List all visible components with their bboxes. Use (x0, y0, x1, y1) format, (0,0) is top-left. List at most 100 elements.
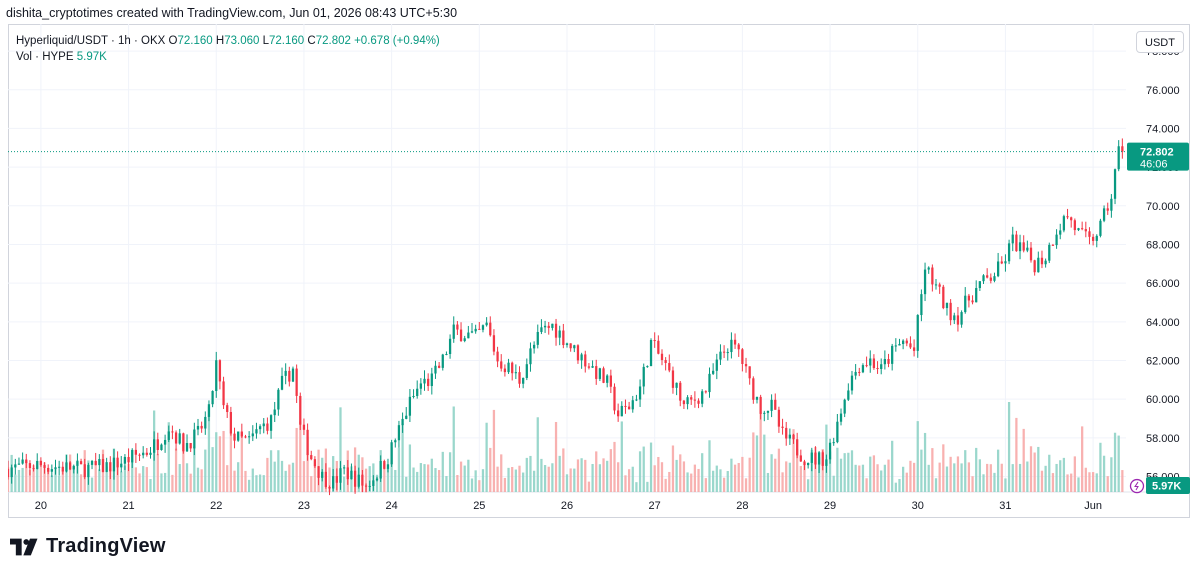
volume-bar (163, 472, 167, 492)
time-tick-label: 31 (999, 500, 1011, 512)
volume-bar (262, 475, 265, 492)
volume-bar (441, 451, 444, 492)
candle-body (744, 363, 748, 367)
volume-bar (752, 432, 755, 492)
candle-body (551, 323, 554, 328)
candle-body (61, 466, 64, 472)
candle-body (25, 459, 28, 464)
volume-bar (1048, 454, 1051, 492)
volume-bar (489, 447, 492, 492)
candle-body (978, 281, 981, 289)
tradingview-logo[interactable]: TradingView (10, 535, 166, 558)
candle-body (905, 340, 908, 344)
candle-body (591, 366, 594, 368)
candlestick-chart[interactable]: 56.00058.00060.00062.00064.00066.00068.0… (8, 24, 1190, 518)
candle-body (569, 343, 572, 349)
volume-bar (671, 445, 675, 492)
volume-bar (668, 471, 671, 492)
volume-bar (1059, 460, 1062, 492)
candle-body (412, 395, 415, 397)
candle-body (894, 345, 897, 347)
candle-body (547, 325, 550, 328)
candle-body (554, 323, 558, 338)
volume-bar (251, 468, 254, 492)
volume-bar (891, 440, 894, 492)
candle-body (1113, 169, 1117, 199)
candle-body (781, 426, 784, 428)
candle-body (492, 335, 496, 352)
volume-bar (182, 444, 185, 492)
candle-body (934, 284, 938, 286)
volume-bar (193, 446, 196, 492)
volume-bar (781, 472, 784, 492)
volume-bar (386, 468, 390, 492)
volume-bar (1113, 432, 1117, 492)
candle-body (525, 364, 528, 378)
candle-body (953, 315, 956, 321)
volume-bar (869, 456, 872, 492)
volume-bar (737, 462, 740, 492)
currency-button[interactable]: USDT (1136, 31, 1184, 53)
candle-body (887, 359, 890, 364)
candle-body (291, 368, 295, 382)
candle-body (836, 421, 839, 443)
candle-body (679, 382, 682, 401)
candle-body (94, 460, 97, 466)
candle-body (872, 358, 876, 369)
volume-bar (880, 470, 883, 492)
candle-body (1007, 243, 1011, 262)
time-tick-label: 30 (912, 500, 924, 512)
volume-bar (817, 457, 821, 492)
candle-body (258, 426, 262, 430)
candle-body (1088, 231, 1091, 237)
volume-bar (642, 446, 645, 492)
volume-bar (975, 447, 978, 492)
candle-body (397, 425, 401, 441)
candle-body (1033, 260, 1036, 273)
volume-bar (733, 464, 737, 492)
candle-body (255, 429, 258, 434)
candle-body (792, 434, 795, 440)
volume-bar (993, 472, 996, 492)
volume-bar (1037, 446, 1040, 492)
volume-bar (280, 460, 284, 492)
volume-bar (1062, 457, 1066, 492)
candle-body (543, 325, 547, 328)
price-tick-label: 76.000 (1146, 85, 1180, 97)
volume-bar (839, 458, 843, 492)
candle-body (825, 459, 828, 466)
volume-bar (1040, 470, 1044, 492)
candle-body (1081, 228, 1084, 230)
volume-bar (1081, 426, 1084, 492)
volume-bar (1029, 446, 1033, 492)
candle-body (956, 315, 960, 325)
volume-bar (657, 456, 660, 492)
candle-body (649, 340, 653, 367)
time-tick-label: 22 (210, 500, 222, 512)
volume-bar (613, 441, 616, 492)
candle-body (807, 462, 810, 466)
volume-bar (266, 457, 269, 492)
candle-body (160, 444, 163, 450)
volume-bar (646, 481, 649, 492)
candle-body (774, 399, 777, 410)
price-tick-label: 66.000 (1146, 278, 1180, 290)
volume-bar (920, 449, 923, 492)
time-tick-label: 27 (649, 500, 661, 512)
price-tick-label: 70.000 (1146, 201, 1180, 213)
candle-body (1084, 229, 1087, 232)
candle-body (65, 462, 68, 472)
volume-bar (1055, 463, 1058, 492)
candle-body (927, 267, 930, 270)
volume-bar (989, 464, 992, 492)
volume-bar (131, 461, 134, 492)
volume-bar (591, 463, 594, 492)
volume-bar (478, 480, 481, 492)
candle-body (627, 406, 631, 410)
candle-body (540, 327, 543, 332)
volume-bar (876, 464, 879, 492)
volume-bar (1011, 464, 1014, 492)
candle-body (573, 345, 576, 349)
candle-body (1073, 220, 1076, 231)
volume-bar (814, 447, 817, 492)
